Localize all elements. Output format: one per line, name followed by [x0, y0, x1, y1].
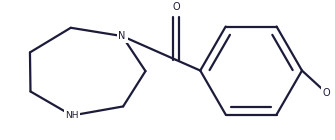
- Text: NH: NH: [65, 111, 79, 120]
- Text: O: O: [323, 88, 330, 98]
- Text: N: N: [119, 31, 126, 41]
- Text: O: O: [172, 2, 180, 12]
